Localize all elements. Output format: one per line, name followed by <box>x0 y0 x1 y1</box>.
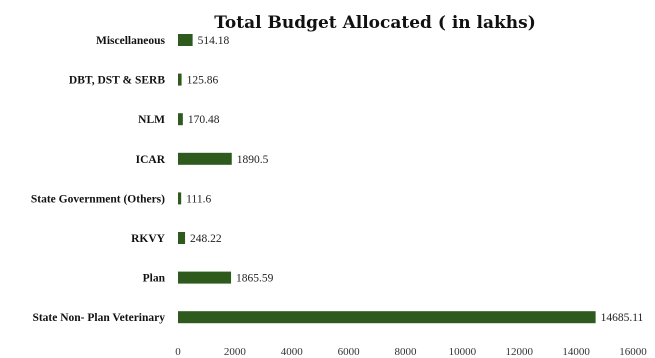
x-tick-label: 8000 <box>395 346 418 358</box>
value-labels: 514.18 125.86 170.48 1890.5 111.6 248.22 1865.… <box>186 35 643 324</box>
x-tick-label: 4000 <box>281 346 304 358</box>
bar <box>178 152 232 165</box>
category-label: RKVY <box>131 233 166 245</box>
x-tick-label: 0 <box>175 346 181 358</box>
data-label: 1865.59 <box>236 273 274 285</box>
data-label: 111.6 <box>186 193 211 205</box>
x-tick-label: 12000 <box>506 346 534 358</box>
x-tick-label: 6000 <box>338 346 361 358</box>
x-axis-ticks: 0 2000 4000 6000 8000 10000 12000 14000 16000 <box>175 346 647 358</box>
category-label: DBT, DST & SERB <box>69 75 165 87</box>
data-label: 14685.11 <box>601 312 644 324</box>
category-label: State Government (Others) <box>31 193 165 205</box>
category-label: Miscellaneous <box>96 35 166 47</box>
category-label: ICAR <box>136 154 166 166</box>
bar <box>178 232 186 244</box>
data-label: 170.48 <box>188 114 220 126</box>
x-tick-label: 10000 <box>449 346 477 358</box>
category-labels: Miscellaneous DBT, DST & SERB NLM ICAR State… <box>31 35 166 324</box>
bar <box>178 113 183 126</box>
x-tick-label: 16000 <box>619 346 647 358</box>
data-label: 125.86 <box>187 75 219 87</box>
x-tick-label: 14000 <box>562 346 590 358</box>
data-label: 248.22 <box>190 233 222 245</box>
category-label: NLM <box>138 114 165 126</box>
bar <box>178 34 193 46</box>
bar <box>178 311 596 324</box>
chart-title: Total Budget Allocated ( in lakhs) <box>214 13 536 33</box>
bar <box>178 192 182 205</box>
bar <box>178 73 182 86</box>
bar <box>178 271 232 284</box>
data-label: 514.18 <box>198 35 230 47</box>
data-label: 1890.5 <box>237 154 269 166</box>
x-tick-label: 2000 <box>224 346 247 358</box>
category-label: Plan <box>143 273 166 285</box>
category-label: State Non- Plan Veterinary <box>32 312 165 324</box>
bars <box>178 34 596 324</box>
